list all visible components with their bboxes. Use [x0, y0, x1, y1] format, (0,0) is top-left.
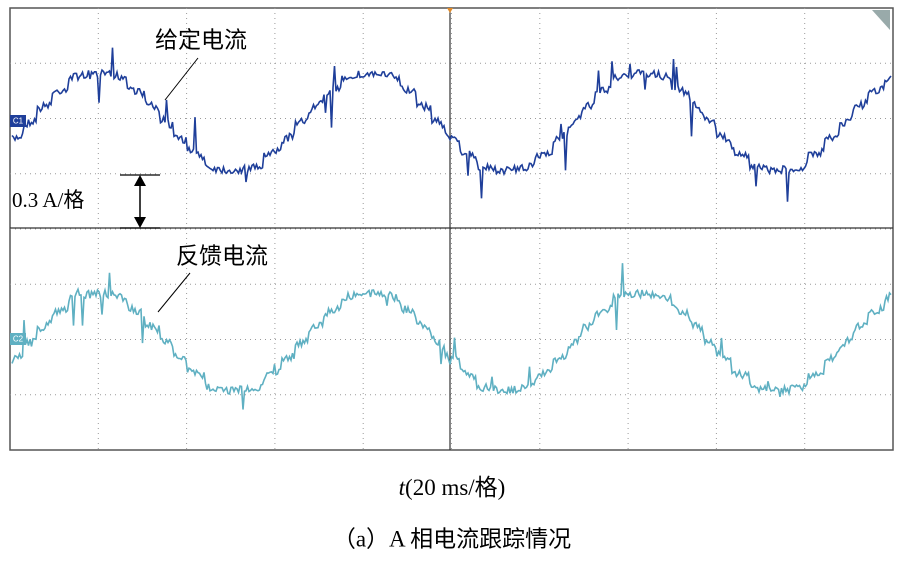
- leader-line: [164, 57, 199, 101]
- annotation: 给定电流: [155, 27, 247, 52]
- arrow-heads: [134, 175, 146, 228]
- corner-icon: [872, 10, 890, 30]
- annotation: 反馈电流: [176, 243, 268, 268]
- feedback-waveform: [11, 263, 892, 410]
- grid: [10, 8, 893, 450]
- x-axis-symbol: t: [399, 475, 406, 500]
- leader-line: [157, 272, 191, 313]
- scale-label: 0.3 A/格: [12, 188, 84, 212]
- channel-marker: [10, 115, 26, 127]
- channel-label: C2: [13, 335, 24, 344]
- x-axis-unit: (20 ms/格): [405, 475, 505, 500]
- trigger-marker: [447, 8, 453, 13]
- channel-label: C1: [13, 117, 24, 126]
- reference-waveform: [11, 47, 892, 202]
- channel-marker: [10, 333, 26, 345]
- x-axis-label: t(20 ms/格): [399, 475, 506, 500]
- caption: （a）A 相电流跟踪情况: [333, 526, 571, 551]
